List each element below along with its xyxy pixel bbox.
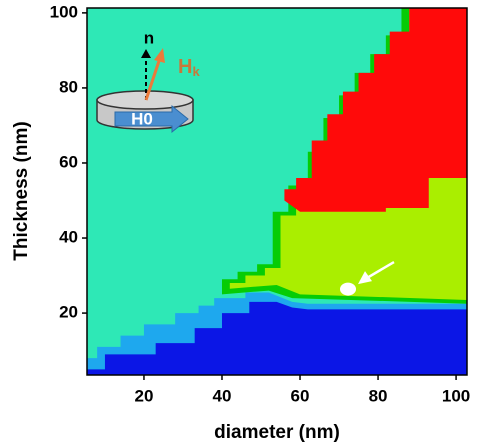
y-tick-label: 80 xyxy=(59,77,78,96)
plot-frame xyxy=(86,7,468,376)
field-main: H xyxy=(178,56,192,78)
marker-dot xyxy=(340,282,357,296)
normal-label: n xyxy=(144,28,154,47)
phase-region xyxy=(284,8,467,212)
field-label: Hk xyxy=(178,56,200,79)
y-tick-label: 40 xyxy=(59,228,78,247)
h0-arrow xyxy=(114,104,189,134)
x-axis-label: diameter (nm) xyxy=(214,422,340,443)
x-tick-label: 80 xyxy=(369,386,388,405)
field-sub: k xyxy=(192,64,200,79)
field-line xyxy=(144,57,162,101)
marker-arrow-head xyxy=(358,271,373,285)
x-tick-label: 40 xyxy=(213,386,232,405)
phase-region xyxy=(87,301,467,375)
y-axis-label: Thickness (nm) xyxy=(11,121,32,260)
x-tick-label: 60 xyxy=(291,386,310,405)
plot-area xyxy=(87,8,467,375)
field-head xyxy=(154,48,165,63)
x-tick-label: 20 xyxy=(135,386,154,405)
y-tick-label: 100 xyxy=(50,2,78,21)
y-tick-label: 20 xyxy=(59,303,78,322)
h0-label: H0 xyxy=(131,109,153,128)
y-tick-label: 60 xyxy=(59,152,78,171)
normal-head xyxy=(141,49,151,58)
x-tick-label: 100 xyxy=(442,386,470,405)
inset: H0 n Hk xyxy=(96,28,200,134)
